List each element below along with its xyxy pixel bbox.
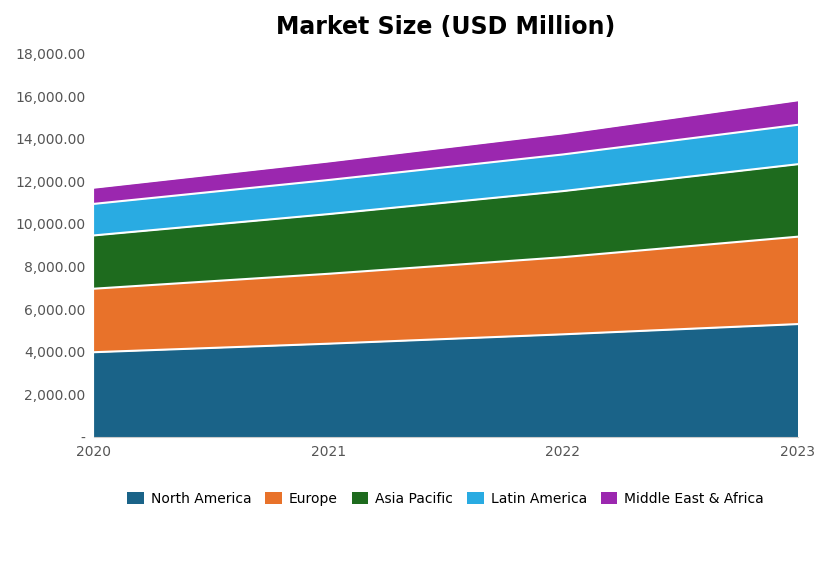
- Legend: North America, Europe, Asia Pacific, Latin America, Middle East & Africa: North America, Europe, Asia Pacific, Lat…: [121, 486, 769, 511]
- Title: Market Size (USD Million): Market Size (USD Million): [276, 15, 615, 39]
